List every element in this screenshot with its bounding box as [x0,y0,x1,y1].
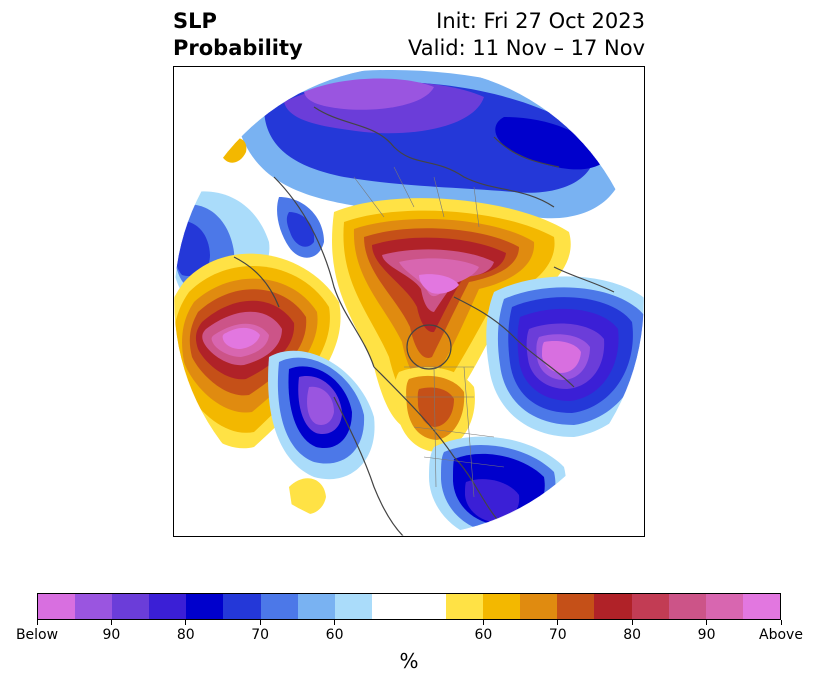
colorbar-segment [223,594,261,619]
colorbar-tick [36,620,38,625]
title-left: SLP Probability [173,8,303,62]
anomaly-north-atlantic-low [234,69,625,219]
colorbar-tick-label: 80 [623,627,642,643]
colorbar-segment [668,594,706,619]
coastlines [233,106,615,536]
init-date: Init: Fri 27 Oct 2023 [436,9,645,33]
colorbar-tick [334,620,336,625]
colorbar-tick [482,620,484,625]
probability-map [173,66,645,537]
title-product: Probability [173,36,303,60]
colorbar-tick-label: Below [15,627,59,643]
colorbar-segment [149,594,187,619]
colorbar-segment [705,594,743,619]
anomaly-east-low [486,276,644,437]
colorbar-tick-label: 60 [325,627,344,643]
title-variable: SLP [173,9,217,33]
colorbar-tick [185,620,187,625]
anomaly-west-na-low [268,350,375,480]
colorbar-tick-label: 90 [697,627,716,643]
colorbar-tick [780,620,782,625]
colorbar-tick-label: 70 [548,627,567,643]
colorbar-segment [334,594,372,619]
colorbar-segment [186,594,224,619]
valid-range: Valid: 11 Nov – 17 Nov [408,36,645,60]
colorbar-tick [110,620,112,625]
colorbar-segment [594,594,632,619]
colorbar-segment [446,594,484,619]
boundaries [353,166,505,498]
colorbar-tick [706,620,708,625]
map-disk [174,67,644,536]
colorbar-segment [112,594,150,619]
colorbar-tick-label: 90 [102,627,121,643]
colorbar-tick [631,620,633,625]
colorbar-unit: % [399,649,419,673]
anomaly-small-high-2 [289,478,326,515]
colorbar-segment [260,594,298,619]
colorbar-segment [297,594,335,619]
colorbar-segment [38,594,76,619]
colorbar-segment [520,594,558,619]
colorbar-tick-label: 60 [474,627,493,643]
colorbar-segment [742,594,780,619]
colorbar [37,593,781,620]
colorbar-tick-label: 70 [251,627,270,643]
colorbar-segment [557,594,595,619]
colorbar-tick [259,620,261,625]
colorbar-segment [631,594,669,619]
colorbar-segment [75,594,113,619]
map-svg [174,67,644,536]
colorbar-tick [557,620,559,625]
title-right: Init: Fri 27 Oct 2023 Valid: 11 Nov – 17… [408,8,645,62]
colorbar-tick-label: Above [759,627,803,643]
colorbar-segment [483,594,521,619]
colorbar-segment [371,594,447,619]
colorbar-tick-label: 80 [176,627,195,643]
anomaly-arctic-high [332,198,571,431]
